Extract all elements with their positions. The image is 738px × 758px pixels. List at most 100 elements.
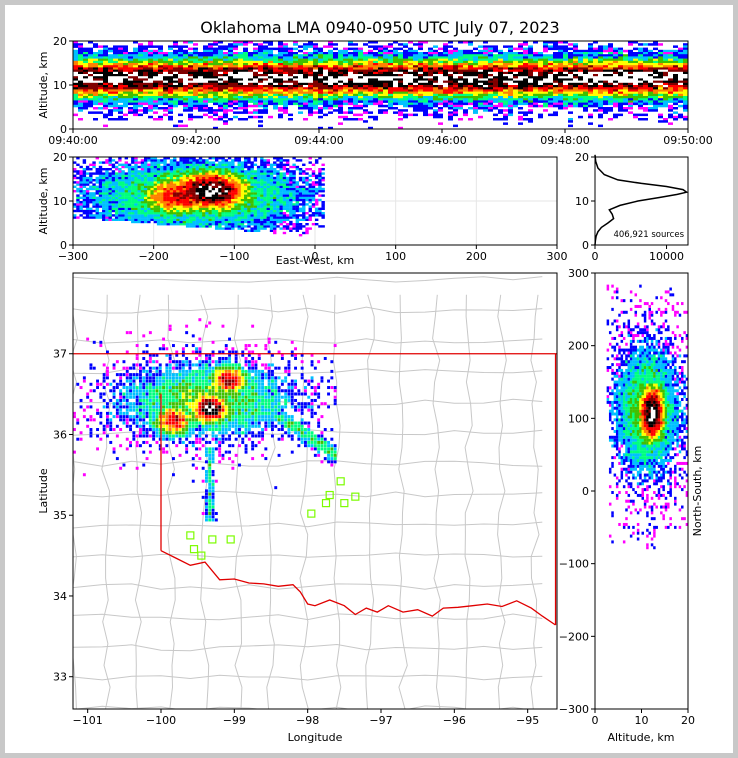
density-cell xyxy=(423,102,428,106)
density-cell xyxy=(648,49,653,53)
density-cell xyxy=(348,98,353,101)
density-cell xyxy=(128,85,133,88)
density-cell xyxy=(153,96,158,99)
density-cell xyxy=(438,122,443,125)
density-cell xyxy=(228,118,233,121)
density-cell xyxy=(111,181,116,184)
density-cell xyxy=(598,113,603,117)
density-cell xyxy=(648,67,653,70)
density-cell xyxy=(258,93,263,97)
density-cell xyxy=(638,80,643,84)
density-cell xyxy=(158,89,163,92)
density-cell xyxy=(92,165,96,169)
density-cell xyxy=(583,78,588,81)
density-cell xyxy=(513,54,518,57)
density-cell xyxy=(263,107,268,110)
density-cell xyxy=(138,52,143,55)
density-cell xyxy=(343,115,348,119)
density-cell xyxy=(185,165,190,169)
density-cell xyxy=(179,157,183,160)
density-cell xyxy=(613,67,618,70)
density-cell xyxy=(298,98,303,101)
density-cell xyxy=(548,58,553,62)
density-cell xyxy=(198,168,203,171)
density-cell xyxy=(318,89,323,92)
density-cell xyxy=(348,56,353,59)
density-cell xyxy=(208,47,213,51)
density-cell xyxy=(118,74,123,77)
density-cell xyxy=(127,176,132,180)
density-cell xyxy=(508,80,513,84)
density-cell xyxy=(73,104,78,108)
density-cell xyxy=(308,98,313,101)
density-cell xyxy=(140,170,145,173)
density-cell xyxy=(418,78,423,81)
density-cell xyxy=(633,58,638,62)
density-cell xyxy=(613,78,618,81)
density-cell xyxy=(127,190,132,193)
density-cell xyxy=(150,198,154,202)
density-cell xyxy=(318,69,323,73)
density-cell xyxy=(93,65,98,68)
density-cell xyxy=(403,113,408,117)
density-cell xyxy=(488,102,493,106)
density-cell xyxy=(188,47,193,51)
density-cell xyxy=(189,214,193,217)
density-cell xyxy=(623,76,628,79)
density-cell xyxy=(124,214,129,217)
density-cell xyxy=(283,54,288,57)
density-cell xyxy=(83,82,88,86)
density-cell xyxy=(338,93,343,97)
density-cell xyxy=(278,91,283,95)
density-cell xyxy=(608,100,613,103)
density-cell xyxy=(203,109,208,112)
density-cell xyxy=(143,183,148,186)
density-cell xyxy=(548,67,553,70)
density-cell xyxy=(623,54,628,57)
density-cell xyxy=(498,118,503,121)
density-cell xyxy=(93,107,98,110)
density-cell xyxy=(453,113,458,117)
density-cell xyxy=(303,78,308,81)
density-cell xyxy=(468,87,473,90)
density-cell xyxy=(388,56,393,59)
density-cell xyxy=(578,98,583,101)
density-cell xyxy=(218,207,222,210)
density-cell xyxy=(173,207,177,210)
density-cell xyxy=(263,82,268,86)
density-cell xyxy=(378,102,383,106)
density-cell xyxy=(388,87,393,90)
density-cell xyxy=(683,87,688,90)
density-cell xyxy=(673,98,678,101)
density-cell xyxy=(273,93,278,97)
density-cell xyxy=(548,87,553,90)
density-cell xyxy=(213,41,218,44)
density-cell xyxy=(158,76,163,79)
density-cell xyxy=(123,96,128,99)
density-cell xyxy=(193,100,198,103)
density-cell xyxy=(598,91,603,95)
density-cell xyxy=(508,69,513,73)
density-cell xyxy=(163,159,167,162)
density-cell xyxy=(128,87,133,90)
density-cell xyxy=(578,76,583,79)
density-cell xyxy=(108,187,112,191)
density-cell xyxy=(578,91,583,95)
density-cell xyxy=(93,74,98,77)
density-cell xyxy=(178,58,183,62)
density-cell xyxy=(253,74,258,77)
density-cell xyxy=(105,185,109,188)
density-cell xyxy=(278,78,283,81)
density-cell xyxy=(673,93,678,97)
density-cell xyxy=(668,109,673,112)
density-cell xyxy=(192,168,196,171)
density-cell xyxy=(358,107,363,110)
density-cell xyxy=(558,41,563,44)
density-cell xyxy=(383,104,388,108)
density-cell xyxy=(493,65,498,68)
density-cell xyxy=(593,78,598,81)
density-cell xyxy=(303,91,308,95)
density-cell xyxy=(166,190,170,193)
density-cell xyxy=(648,74,653,77)
density-cell xyxy=(398,67,403,70)
